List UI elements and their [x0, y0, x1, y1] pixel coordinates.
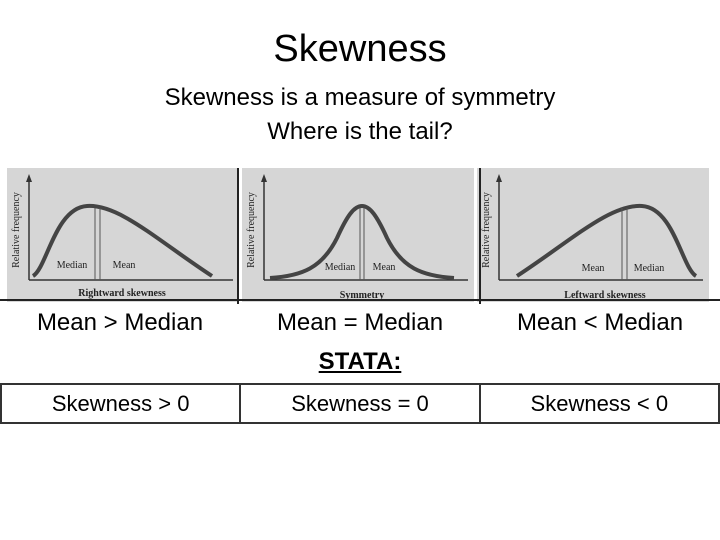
y-axis-arrow — [496, 174, 502, 182]
y-axis-arrow — [26, 174, 32, 182]
leftward-skew-panel: Relative frequency Mean Median Leftward … — [477, 168, 709, 302]
slide-title: Skewness — [273, 28, 447, 70]
skewness-zero: Skewness = 0 — [239, 383, 481, 424]
relation-right: Mean > Median — [36, 309, 204, 336]
panel-caption: Symmetry — [340, 290, 384, 301]
symmetry-panel: Relative frequency Median Mean Symmetry — [242, 168, 474, 302]
leftward-skew-graph: Relative frequency Mean Median Leftward … — [481, 174, 703, 301]
skewness-positive: Skewness > 0 — [0, 383, 242, 424]
skewness-table: Skewness > 0 Skewness = 0 Skewness < 0 — [0, 383, 720, 424]
panel-baseline — [0, 299, 720, 301]
mean-label: Mean — [113, 260, 136, 271]
density-curve — [269, 203, 455, 280]
y-axis-label: Relative frequency — [481, 192, 492, 268]
table-row: Skewness > 0 Skewness = 0 Skewness < 0 — [0, 383, 720, 424]
rightward-skew-graph: Relative frequency Median Mean Rightward… — [11, 174, 233, 299]
relation-left: Mean < Median — [516, 309, 684, 336]
subtitle-line-1: Skewness is a measure of symmetry — [164, 84, 556, 111]
stata-label: STATA: — [318, 348, 402, 375]
median-label: Median — [57, 260, 88, 271]
skewness-negative: Skewness < 0 — [478, 383, 720, 424]
subtitle-line-2: Where is the tail? — [267, 118, 453, 145]
divider — [237, 168, 239, 304]
y-axis-arrow — [261, 174, 267, 182]
density-curve — [515, 203, 698, 278]
symmetry-graph: Relative frequency Median Mean Symmetry — [246, 174, 468, 301]
panel-caption: Leftward skewness — [564, 290, 645, 301]
density-curve — [31, 203, 214, 278]
median-label: Median — [325, 262, 356, 273]
rightward-skew-panel: Relative frequency Median Mean Rightward… — [7, 168, 239, 302]
median-label: Median — [634, 263, 665, 274]
panel-caption: Rightward skewness — [78, 288, 166, 299]
mean-label: Mean — [373, 262, 396, 273]
y-axis-label: Relative frequency — [246, 192, 257, 268]
divider — [479, 168, 481, 304]
y-axis-label: Relative frequency — [11, 192, 22, 268]
mean-label: Mean — [582, 263, 605, 274]
relation-symmetric: Mean = Median — [276, 309, 444, 336]
